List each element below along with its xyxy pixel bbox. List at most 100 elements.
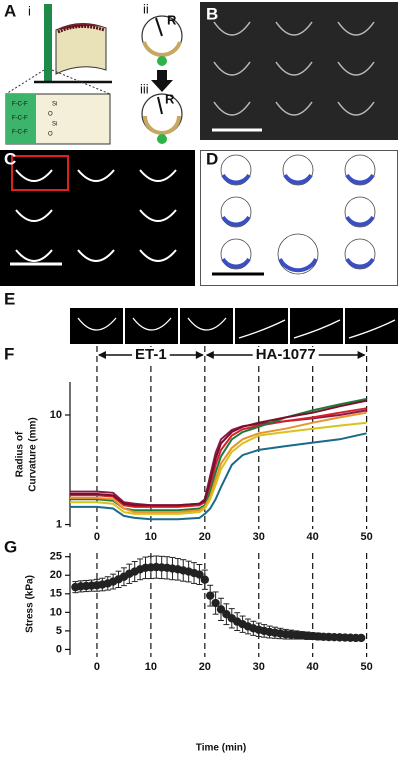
annotation: HA-1077 bbox=[256, 346, 316, 363]
arrow-head bbox=[195, 351, 204, 359]
vessel-arc bbox=[275, 61, 313, 76]
y-tick-label: 10 bbox=[50, 606, 62, 618]
vessel-arc bbox=[187, 317, 227, 331]
vessel-trace bbox=[221, 257, 251, 269]
series-line bbox=[70, 421, 367, 515]
sub-label: ii bbox=[143, 1, 149, 16]
fit-circle bbox=[277, 233, 319, 275]
vessel-arc bbox=[348, 319, 396, 339]
series-line bbox=[70, 432, 367, 521]
data-point bbox=[195, 570, 204, 579]
vessel-arc bbox=[275, 101, 313, 116]
vessel-arc bbox=[337, 61, 375, 76]
fit-circle bbox=[220, 196, 252, 228]
image-frame bbox=[180, 308, 233, 344]
vessel-arc bbox=[337, 101, 375, 116]
vessel-arc bbox=[139, 169, 177, 182]
y-axis-label: Stress (kPa) bbox=[25, 575, 36, 633]
vessel-arc bbox=[275, 21, 313, 36]
vessel-trace bbox=[221, 173, 251, 185]
x-tick-label: 40 bbox=[307, 661, 319, 673]
sub-label: i bbox=[28, 3, 31, 18]
vessel-arc bbox=[213, 61, 251, 76]
data-point bbox=[200, 575, 210, 584]
x-tick-label: 0 bbox=[94, 531, 100, 543]
x-tick-label: 50 bbox=[360, 661, 372, 673]
x-tick-label: 20 bbox=[199, 531, 211, 543]
x-tick-label: 20 bbox=[199, 661, 211, 673]
image-frame bbox=[290, 308, 343, 344]
chem-text: O bbox=[48, 132, 53, 138]
data-point bbox=[211, 598, 220, 608]
panel-label: A bbox=[4, 1, 16, 20]
x-tick-label: 30 bbox=[253, 661, 265, 673]
fit-circle bbox=[220, 154, 252, 186]
y-tick-label: 20 bbox=[50, 569, 62, 581]
highlight-box bbox=[11, 155, 69, 191]
chem-text: F-C-F bbox=[12, 102, 28, 108]
image-content bbox=[213, 21, 375, 116]
fit-circle bbox=[344, 238, 376, 270]
data-point bbox=[216, 605, 226, 614]
vessel-trace bbox=[283, 173, 313, 185]
arrow-head bbox=[97, 351, 106, 359]
arrow-head bbox=[357, 351, 366, 359]
image-panel bbox=[200, 150, 398, 286]
y-tick-label: 15 bbox=[50, 588, 62, 600]
y-tick-label: 5 bbox=[56, 625, 62, 637]
image-panel bbox=[200, 2, 398, 140]
fit-circle bbox=[344, 196, 376, 228]
data-point bbox=[357, 633, 366, 643]
data-point bbox=[206, 591, 215, 600]
image-frame bbox=[235, 308, 288, 344]
panel-label: B bbox=[206, 4, 218, 23]
fit-circle bbox=[344, 154, 376, 186]
vessel-arc bbox=[15, 169, 53, 182]
x-tick-label: 50 bbox=[360, 531, 372, 543]
panel-label: C bbox=[4, 149, 16, 168]
vessel-arc bbox=[213, 101, 251, 116]
image-content bbox=[15, 169, 177, 262]
vessel-trace bbox=[345, 215, 375, 227]
x-tick-label: 40 bbox=[307, 531, 319, 543]
series-line bbox=[70, 399, 367, 507]
x-tick-label: 0 bbox=[94, 661, 100, 673]
y-tick-label: 10 bbox=[50, 409, 62, 421]
y-axis-label: Curvature (mm) bbox=[28, 417, 39, 491]
fit-circle bbox=[282, 154, 314, 186]
vessel-trace bbox=[278, 258, 318, 273]
vessel-trace bbox=[345, 173, 375, 185]
vessel-trace bbox=[221, 215, 251, 227]
chem-text: F-C-F bbox=[12, 130, 28, 136]
vessel-arc bbox=[139, 209, 177, 222]
vessel-arc bbox=[77, 249, 115, 262]
vessel-arc bbox=[77, 317, 117, 331]
panel-label: D bbox=[206, 149, 218, 168]
vessel-arc bbox=[15, 249, 53, 262]
fit-circle bbox=[220, 238, 252, 270]
chem-text: F-C-F bbox=[12, 116, 28, 122]
y-tick-label: 0 bbox=[56, 643, 62, 655]
image-content bbox=[220, 154, 376, 275]
chem-text: Si bbox=[52, 102, 57, 108]
vessel-arc bbox=[293, 319, 341, 339]
vessel-arc bbox=[213, 21, 251, 36]
arrow-head bbox=[205, 351, 214, 359]
vessel-arc bbox=[77, 169, 115, 182]
y-tick-label: 1 bbox=[56, 518, 62, 530]
y-tick-label: 25 bbox=[50, 551, 62, 563]
radius-symbol: R bbox=[167, 12, 177, 27]
y-axis-label: Radius of bbox=[15, 431, 26, 477]
image-frame bbox=[70, 308, 123, 344]
x-tick-label: 10 bbox=[145, 661, 157, 673]
sub-label: iii bbox=[140, 81, 149, 96]
chem-text: Si bbox=[52, 122, 57, 128]
radius-symbol: R bbox=[165, 91, 175, 106]
annotation-bg bbox=[132, 347, 170, 363]
vessel-arc bbox=[337, 21, 375, 36]
vessel-arc bbox=[15, 209, 53, 222]
image-strip bbox=[70, 308, 398, 344]
panel-label: G bbox=[4, 537, 17, 556]
vessel-arc bbox=[132, 317, 172, 331]
